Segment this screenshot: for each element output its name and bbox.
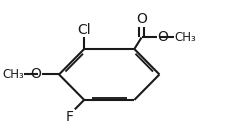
Text: CH₃: CH₃ bbox=[174, 31, 196, 44]
Text: O: O bbox=[136, 12, 147, 26]
Text: F: F bbox=[66, 110, 74, 124]
Text: CH₃: CH₃ bbox=[2, 68, 24, 81]
Text: O: O bbox=[30, 67, 41, 81]
Text: O: O bbox=[158, 30, 168, 44]
Text: Cl: Cl bbox=[77, 23, 91, 37]
